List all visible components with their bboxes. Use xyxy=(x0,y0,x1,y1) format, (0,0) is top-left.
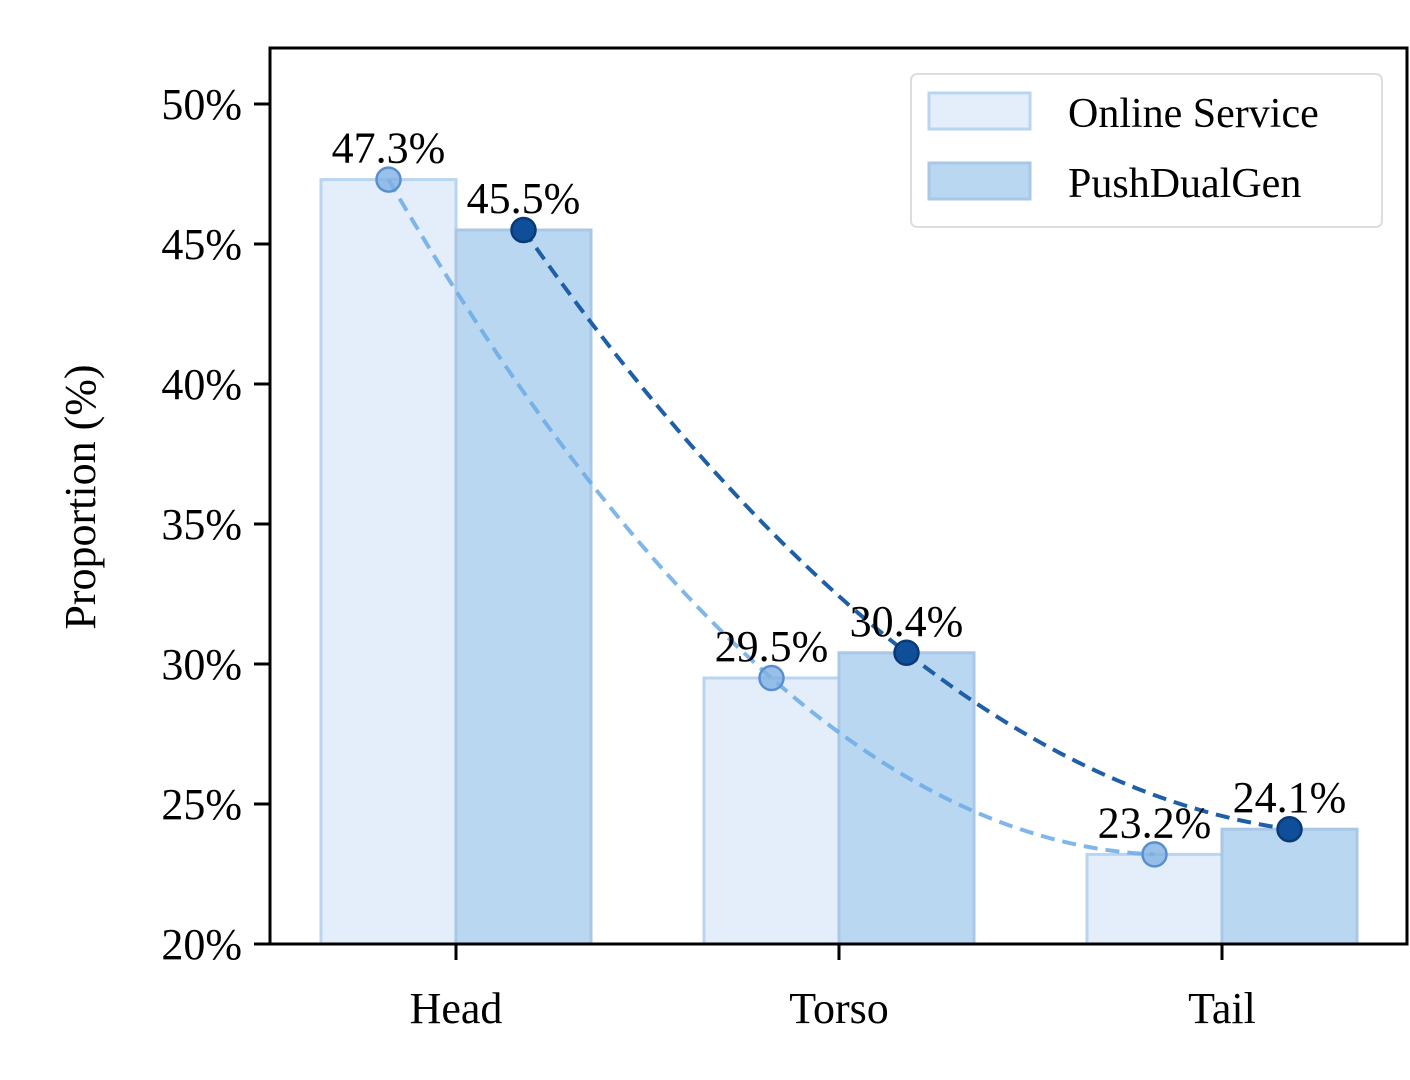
legend-label-pushdualgen: PushDualGen xyxy=(1068,161,1301,207)
legend-swatch-pushdualgen xyxy=(927,161,1032,201)
bars-layer xyxy=(319,178,1359,946)
markers-layer xyxy=(375,166,1303,868)
y-tick-label-25: 25% xyxy=(161,780,242,829)
marker-online-service-tail xyxy=(1141,841,1168,868)
y-tick-label-35: 35% xyxy=(161,500,242,549)
trend-line-online-service xyxy=(386,178,1155,857)
bar-online-service-tail xyxy=(1085,852,1224,946)
bar-pushdualgen-head xyxy=(454,228,593,946)
y-axis: 20% 25% 30% 35% 40% 45% 50% xyxy=(161,80,270,969)
x-tick-label-torso: Torso xyxy=(789,984,889,1033)
legend: Online Service PushDualGen xyxy=(910,73,1383,228)
data-label-pushdualgen-head: 45.5% xyxy=(467,174,581,223)
data-label-online-service-head: 47.3% xyxy=(332,124,446,173)
y-tick-label-30: 30% xyxy=(161,640,242,689)
legend-label-online-service: Online Service xyxy=(1068,91,1319,137)
y-tick-label-50: 50% xyxy=(161,80,242,129)
data-label-online-service-tail: 23.2% xyxy=(1098,798,1212,847)
data-labels-layer: 47.3% 29.5% 23.2% 45.5% 30.4% 24.1% xyxy=(332,124,1347,848)
data-label-pushdualgen-tail: 24.1% xyxy=(1233,773,1347,822)
y-tick-label-45: 45% xyxy=(161,220,242,269)
x-tick-label-head: Head xyxy=(410,984,503,1033)
data-label-pushdualgen-torso: 30.4% xyxy=(850,597,964,646)
marker-online-service-head xyxy=(375,166,402,193)
x-axis: Head Torso Tail xyxy=(410,944,1256,1033)
legend-swatch-online-service xyxy=(927,91,1032,131)
y-tick-label-40: 40% xyxy=(161,360,242,409)
x-tick-label-tail: Tail xyxy=(1188,984,1256,1033)
marker-pushdualgen-torso xyxy=(893,639,920,667)
bar-pushdualgen-tail xyxy=(1220,827,1359,946)
y-tick-label-20: 20% xyxy=(161,920,242,969)
marker-online-service-torso xyxy=(758,664,785,692)
marker-pushdualgen-tail xyxy=(1276,815,1303,843)
marker-pushdualgen-head xyxy=(510,216,537,244)
bar-pushdualgen-torso xyxy=(837,651,976,946)
y-axis-title: Proportion (%) xyxy=(56,364,105,629)
bar-online-service-head xyxy=(319,178,458,946)
data-label-online-service-torso: 29.5% xyxy=(715,622,829,671)
